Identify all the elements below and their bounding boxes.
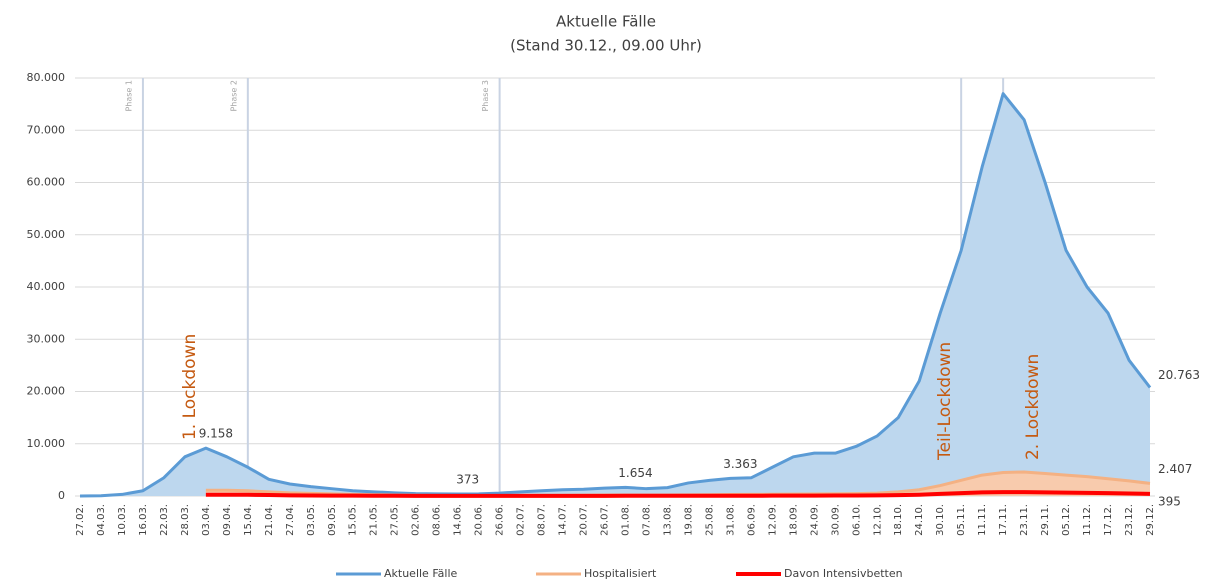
x-tick-label: 17.11. [998, 504, 1009, 536]
x-tick-label: 23.11. [1019, 504, 1030, 536]
data-label: 3.363 [723, 457, 757, 471]
x-tick-label: 11.11. [977, 504, 988, 536]
x-tick-label: 18.10. [893, 504, 904, 536]
x-tick-label: 20.07. [579, 504, 590, 536]
x-tick-label: 10.03. [117, 504, 128, 536]
data-label: 20.763 [1158, 368, 1200, 382]
data-label: 2.407 [1158, 462, 1192, 476]
y-tick-label: 30.000 [27, 332, 66, 345]
x-tick-label: 09.04. [222, 504, 233, 536]
x-tick-label: 27.05. [390, 504, 401, 536]
x-tick-label: 30.09. [830, 504, 841, 536]
chart-title: Aktuelle Fälle [556, 13, 656, 31]
x-tick-label: 31.08. [725, 504, 736, 536]
x-tick-label: 17.12. [1103, 504, 1114, 536]
area [80, 93, 1150, 497]
x-tick-label: 21.04. [264, 504, 275, 536]
lockdown-label: 1. Lockdown [180, 334, 200, 440]
x-tick-label: 11.12. [1082, 504, 1093, 536]
x-tick-label: 19.08. [683, 504, 694, 536]
y-tick-label: 10.000 [27, 437, 66, 450]
lockdown-label: 2. Lockdown [1023, 354, 1043, 460]
x-tick-label: 20.06. [474, 504, 485, 536]
y-tick-label: 20.000 [27, 385, 66, 398]
x-tick-label: 16.03. [138, 504, 149, 536]
x-tick-label: 12.10. [872, 504, 883, 536]
x-tick-label: 26.07. [600, 504, 611, 536]
x-tick-label: 02.06. [411, 504, 422, 536]
data-label: 1.654 [618, 466, 652, 480]
x-tick-label: 05.11. [956, 504, 967, 536]
data-label: 395 [1158, 494, 1181, 508]
x-tick-label: 08.06. [432, 504, 443, 536]
x-tick-label: 21.05. [369, 504, 380, 536]
x-tick-label: 25.08. [704, 504, 715, 536]
x-tick-label: 24.10. [914, 504, 925, 536]
lockdown-label: Teil-Lockdown [935, 342, 955, 461]
x-tick-label: 30.10. [935, 504, 946, 536]
phase-label: Phase 2 [229, 80, 238, 112]
x-tick-label: 14.07. [558, 504, 569, 536]
y-tick-label: 70.000 [27, 123, 66, 136]
x-tick-label: 29.12. [1145, 504, 1156, 536]
data-label: 373 [456, 473, 479, 487]
x-tick-label: 02.07. [516, 504, 527, 536]
y-tick-label: 60.000 [27, 176, 66, 189]
x-tick-label: 04.03. [96, 504, 107, 536]
x-tick-label: 03.05. [306, 504, 317, 536]
phase-label: Phase 3 [481, 80, 490, 112]
x-tick-label: 03.04. [201, 504, 212, 536]
x-tick-label: 01.08. [620, 504, 631, 536]
x-tick-label: 22.03. [159, 504, 170, 536]
x-tick-label: 27.04. [285, 504, 296, 536]
x-tick-label: 27.02. [75, 504, 86, 536]
x-tick-label: 23.12. [1124, 504, 1135, 536]
x-tick-label: 09.05. [327, 504, 338, 536]
x-tick-label: 24.09. [809, 504, 820, 536]
phase-label: Phase 1 [124, 80, 133, 112]
x-tick-label: 15.04. [243, 504, 254, 536]
x-tick-label: 14.06. [453, 504, 464, 536]
x-tick-label: 28.03. [180, 504, 191, 536]
x-tick-label: 29.11. [1040, 504, 1051, 536]
x-tick-label: 06.10. [851, 504, 862, 536]
line [205, 490, 1151, 498]
x-tick-label: 06.09. [746, 504, 757, 536]
legend-label: Aktuelle Fälle [384, 567, 457, 580]
legend-label: Hospitalisiert [584, 567, 657, 580]
chart-subtitle: (Stand 30.12., 09.00 Uhr) [510, 37, 702, 55]
y-tick-label: 40.000 [27, 280, 66, 293]
x-tick-label: 15.05. [348, 504, 359, 536]
y-tick-label: 50.000 [27, 228, 66, 241]
x-tick-label: 26.06. [495, 504, 506, 536]
x-tick-label: 18.09. [788, 504, 799, 536]
data-label: 9.158 [199, 427, 233, 441]
y-tick-label: 0 [58, 489, 65, 502]
y-tick-label: 80.000 [27, 71, 66, 84]
x-tick-label: 12.09. [767, 504, 778, 536]
x-tick-label: 05.12. [1061, 504, 1072, 536]
legend-label: Davon Intensivbetten [784, 567, 903, 580]
line [79, 92, 1152, 498]
x-tick-label: 07.08. [641, 504, 652, 536]
x-tick-label: 08.07. [537, 504, 548, 536]
x-tick-label: 13.08. [662, 504, 673, 536]
